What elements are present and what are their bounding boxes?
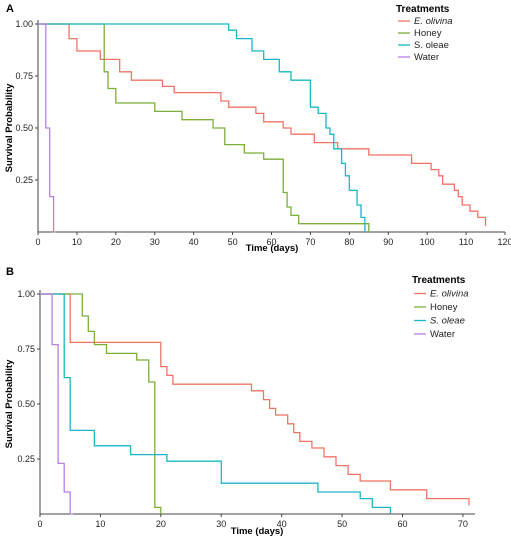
x-tick-label: 50 [337,519,347,529]
legend-entry: Honey [414,28,442,39]
series-line-e-olivina [40,293,470,506]
x-tick-label: 40 [277,519,287,529]
legend: Treatments E. olivina Honey S. oleae Water [412,275,469,340]
legend-entry: Water [430,329,455,340]
x-tick-label: 40 [189,237,199,247]
panel-letter: B [6,266,14,278]
x-tick-label: 100 [420,237,435,247]
series-line-s-oleae [38,23,366,232]
x-tick-label: 20 [156,519,166,529]
x-tick-label: 60 [397,519,407,529]
y-tick-label: 0.75 [15,71,33,81]
series-line-water [40,293,74,515]
x-tick-label: 80 [344,237,354,247]
x-tick-label: 110 [459,237,473,247]
y-tick-label: 1.00 [15,19,33,29]
series-line-e-olivina [38,23,487,226]
legend-entry: Water [414,52,439,63]
x-tick-label: 0 [35,237,40,247]
x-tick-label: 70 [305,237,315,247]
x-tick-label: 0 [37,519,42,529]
y-axis-label: Survival Probability [4,83,15,172]
x-tick-label: 20 [111,237,121,247]
legend-entry: Honey [430,302,458,313]
x-axis-label: Time (days) [246,243,299,254]
series-line-s-oleae [40,293,392,514]
y-tick-label: 0.25 [17,454,35,464]
x-tick-label: 10 [95,519,105,529]
x-tick-label: 60 [266,237,276,247]
y-axis-label: Survival Probability [4,359,15,448]
y-tick-label: 0.75 [17,344,35,354]
series-line-honey [40,293,162,514]
x-tick-label: 50 [228,237,238,247]
legend-entry: E. olivina [414,16,453,27]
x-tick-label: 30 [150,237,160,247]
x-tick-label: 30 [216,519,226,529]
panel-a: A 0 10 20 30 40 50 60 70 80 90 100 110 120 1.00 0.75 0.5… [4,3,511,254]
series-line-water [38,23,56,233]
y-tick-label: 0.50 [17,399,35,409]
legend-entry: S. oleae [430,316,465,327]
panel-b: B 0 10 20 30 40 50 60 70 1.00 0.75 0.50 0.25Survival… [4,266,475,537]
x-tick-label: 10 [72,237,82,247]
y-tick-label: 0.25 [15,175,33,185]
x-axis-label: Time (days) [231,526,284,537]
y-tick-label: 0.50 [15,123,33,133]
x-tick-label: 90 [383,237,393,247]
legend-title: Treatments [412,275,466,286]
series-line-honey [38,23,370,232]
legend-entry: E. olivina [430,289,469,300]
panel-letter: A [6,3,14,15]
x-tick-label: 70 [458,519,468,529]
legend-title: Treatments [396,4,450,15]
x-tick-label: 120 [497,237,511,247]
legend-entry: S. oleae [414,40,449,51]
y-tick-label: 1.00 [17,289,35,299]
